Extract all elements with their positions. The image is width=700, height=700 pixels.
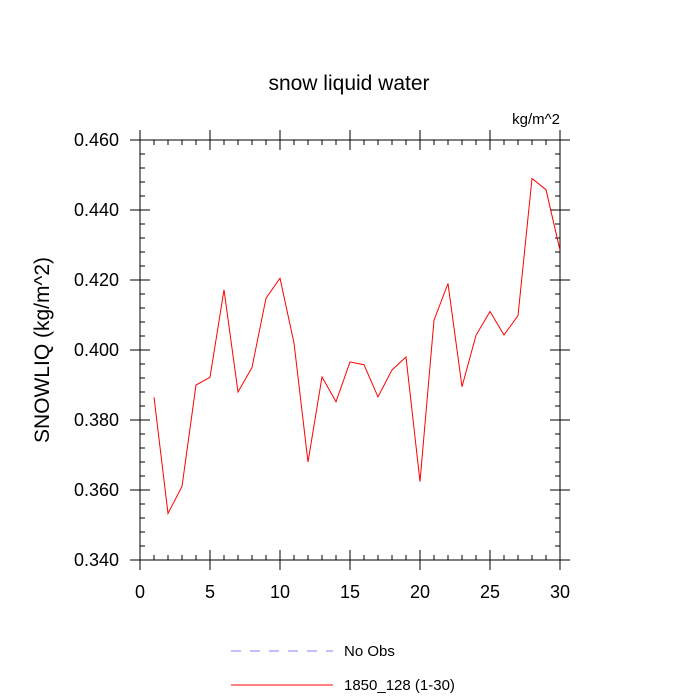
- legend: No Obs 1850_128 (1-30): [231, 643, 455, 694]
- y-tick-label: 0.340: [74, 550, 119, 570]
- x-tick-label: 0: [135, 582, 145, 602]
- x-tick-label: 5: [205, 582, 215, 602]
- y-tick-label: 0.380: [74, 410, 119, 430]
- x-tick-label: 30: [550, 582, 570, 602]
- y-tick-labels: 0.340 0.360 0.380 0.400 0.420 0.440 0.460: [74, 130, 119, 570]
- legend-label-1: 1850_128 (1-30): [344, 677, 455, 694]
- plot-frame: [139, 139, 561, 561]
- x-tick-labels: 0 5 10 15 20 25 30: [135, 582, 570, 602]
- units-label: kg/m^2: [512, 111, 560, 128]
- x-tick-label: 15: [340, 582, 360, 602]
- y-tick-label: 0.460: [74, 130, 119, 150]
- x-tick-label: 25: [480, 582, 500, 602]
- y-tick-label: 0.400: [74, 340, 119, 360]
- axis-ticks: [130, 130, 570, 570]
- legend-label-0: No Obs: [344, 643, 395, 660]
- x-tick-label: 10: [270, 582, 290, 602]
- y-tick-label: 0.420: [74, 270, 119, 290]
- y-tick-label: 0.360: [74, 480, 119, 500]
- chart-title: snow liquid water: [268, 72, 429, 95]
- y-tick-label: 0.440: [74, 200, 119, 220]
- x-tick-label: 20: [410, 582, 430, 602]
- y-axis-label: SNOWLIQ (kg/m^2): [31, 257, 54, 443]
- series-layer: [153, 177, 560, 516]
- series-line-0: [153, 177, 560, 516]
